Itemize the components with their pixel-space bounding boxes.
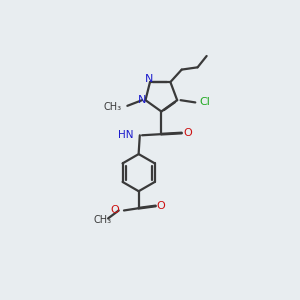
Text: O: O — [110, 206, 119, 215]
Text: Cl: Cl — [200, 98, 211, 107]
Text: O: O — [156, 201, 165, 211]
Text: N: N — [145, 74, 153, 84]
Text: O: O — [183, 128, 192, 138]
Text: CH₃: CH₃ — [103, 102, 122, 112]
Text: N: N — [138, 95, 146, 105]
Text: CH₃: CH₃ — [93, 214, 112, 224]
Text: HN: HN — [118, 130, 134, 140]
